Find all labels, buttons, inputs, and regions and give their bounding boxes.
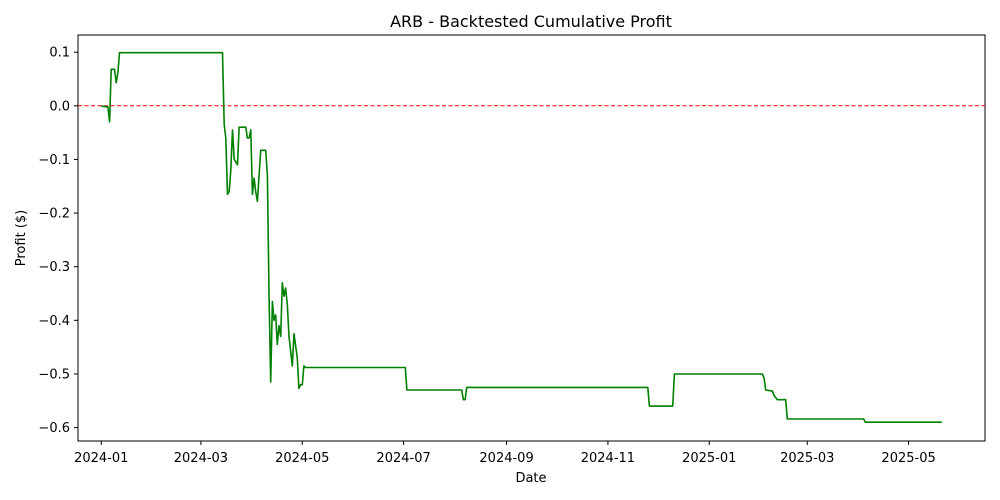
x-tick-label: 2025-03	[780, 451, 834, 466]
plot-frame	[77, 34, 986, 442]
plot-area	[77, 34, 986, 442]
x-tick-label: 2024-07	[376, 451, 430, 466]
x-axis: 2024-01 2024-03 2024-05 2024-07 2024-09 2024-…	[74, 441, 936, 466]
y-axis: 0.1 0.0 −0.1 −0.2 −0.3 −0.4 −0.5 −0.6	[38, 46, 78, 436]
y-tick-label: −0.4	[38, 314, 70, 329]
y-tick-label: −0.5	[38, 367, 70, 382]
x-tick-label: 2025-01	[682, 451, 736, 466]
y-axis-label: Profit ($)	[14, 210, 29, 266]
x-tick-label: 2024-09	[479, 451, 533, 466]
y-tick-label: −0.3	[38, 260, 70, 275]
y-tick-label: 0.0	[49, 99, 70, 114]
x-tick-label: 2024-01	[74, 451, 128, 466]
y-tick-label: −0.1	[38, 153, 70, 168]
y-tick-label: −0.2	[38, 207, 70, 222]
x-axis-label: Date	[515, 471, 546, 486]
chart-title: ARB - Backtested Cumulative Profit	[390, 12, 672, 31]
x-tick-label: 2025-05	[881, 451, 935, 466]
x-tick-label: 2024-03	[174, 451, 228, 466]
x-tick-label: 2024-05	[275, 451, 329, 466]
x-tick-label: 2024-11	[581, 451, 635, 466]
profit-series-line	[101, 51, 942, 424]
y-tick-label: −0.6	[38, 421, 70, 436]
y-tick-label: 0.1	[49, 46, 70, 61]
